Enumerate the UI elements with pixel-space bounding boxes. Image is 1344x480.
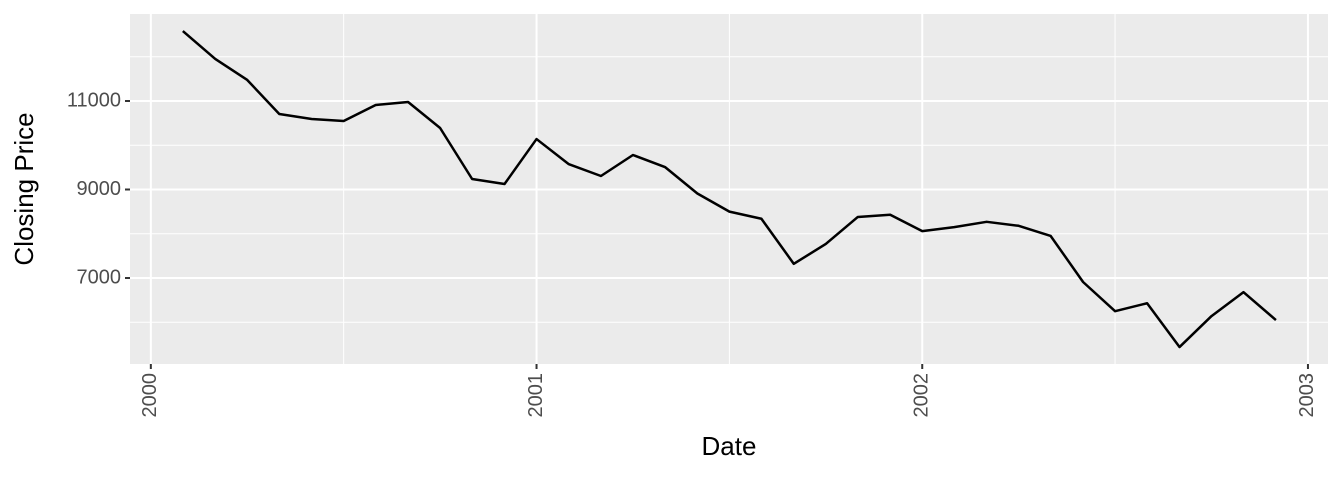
x-tick-label: 2000: [139, 373, 161, 418]
grid: [130, 14, 1328, 364]
marks: [182, 30, 1277, 349]
x-tick-label: 2001: [525, 373, 547, 418]
y-tick-label: 9000: [77, 178, 122, 200]
line: [182, 30, 1277, 349]
x-tick-label: 2002: [911, 373, 933, 418]
axes: 7000 9000 11000 2000 2001 2002 2003: [67, 89, 1318, 417]
y-tick-label: 7000: [77, 266, 122, 288]
x-axis-title: Date: [702, 431, 757, 461]
x-tick-label: 2003: [1296, 373, 1318, 418]
y-axis-title: Closing Price: [9, 112, 39, 265]
y-tick-label: 11000: [67, 89, 121, 111]
